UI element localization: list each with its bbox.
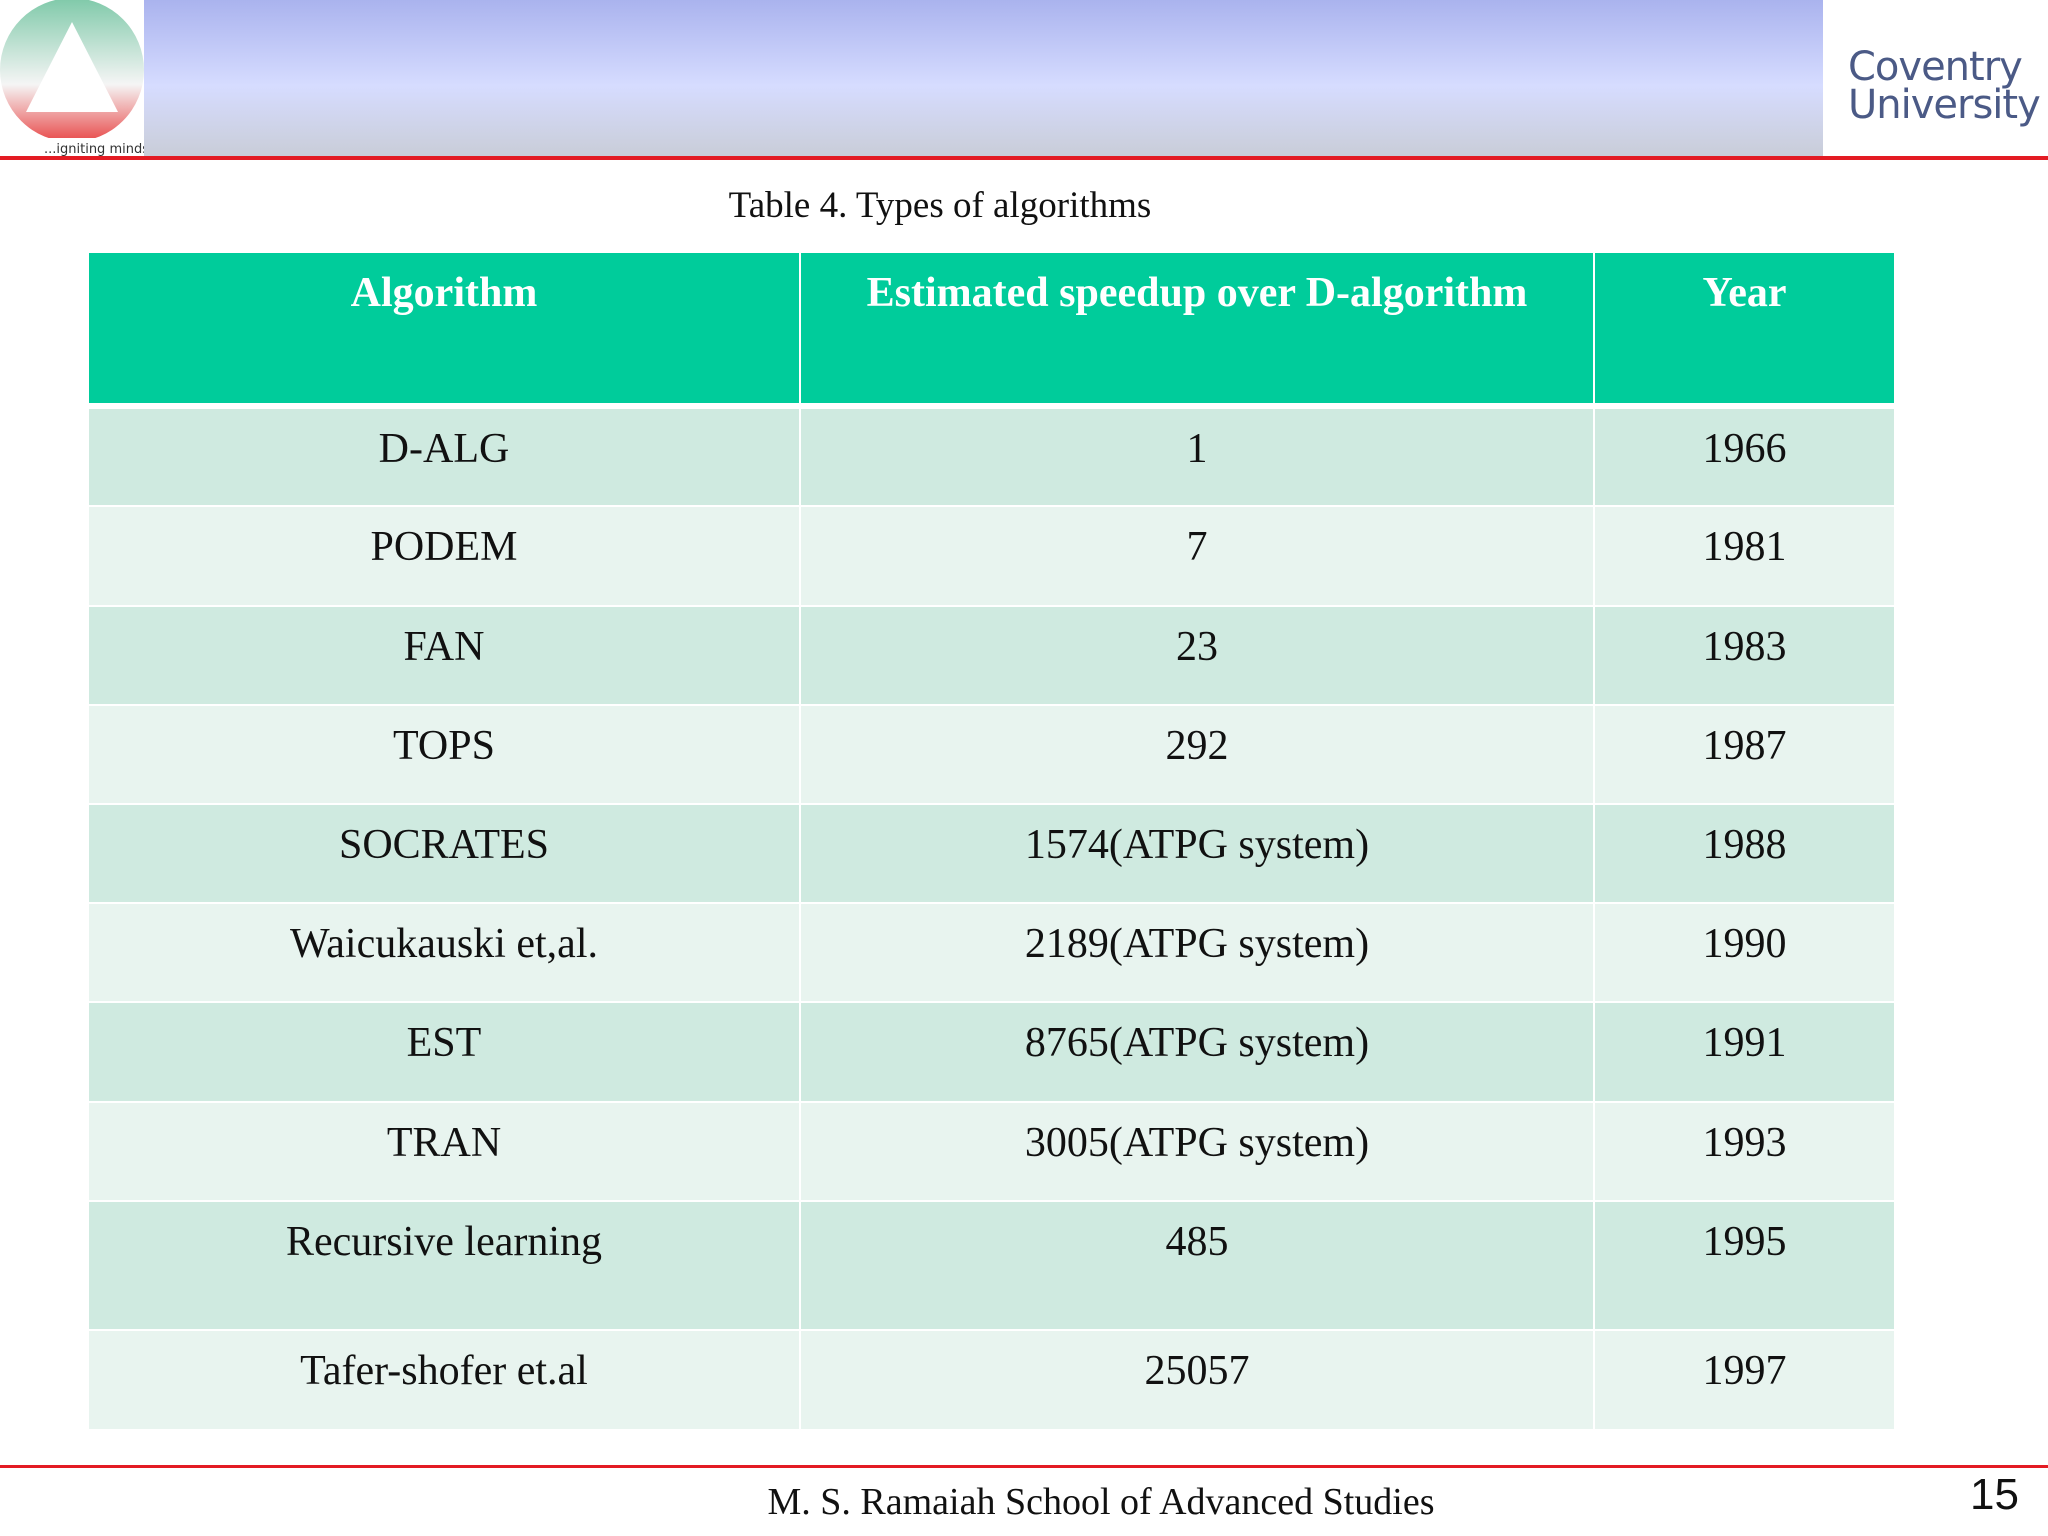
table-cell: 1991 xyxy=(1595,1003,1894,1101)
table-cell: EST xyxy=(89,1003,799,1101)
header-cell: Year xyxy=(1595,253,1894,403)
table-cell: PODEM xyxy=(89,507,799,605)
table-cell: 1990 xyxy=(1595,904,1894,1001)
table-cell: 1987 xyxy=(1595,706,1894,803)
right-logo xyxy=(1823,0,2048,156)
table-cell: 8765(ATPG system) xyxy=(801,1003,1593,1101)
table-cell: 23 xyxy=(801,607,1593,704)
table-cell: Recursive learning xyxy=(89,1202,799,1329)
header-cell: Algorithm xyxy=(89,253,799,403)
table-cell: TRAN xyxy=(89,1103,799,1200)
table-caption: Table 4. Types of algorithms xyxy=(728,185,1152,226)
table-cell: SOCRATES xyxy=(89,805,799,902)
rule xyxy=(0,156,2048,160)
logo-text: ...igniting minds xyxy=(44,142,144,156)
table-cell: 1993 xyxy=(1595,1103,1894,1200)
table-cell: 3005(ATPG system) xyxy=(801,1103,1593,1200)
left-logo: ...igniting minds xyxy=(0,0,144,156)
table-cell: 1981 xyxy=(1595,507,1894,605)
footer-text: M. S. Ramaiah School of Advanced Studies xyxy=(767,1481,1435,1523)
logo-line: Coventry xyxy=(1848,44,2023,90)
table-cell: 1 xyxy=(801,409,1593,505)
header-band xyxy=(144,0,1823,156)
table-cell: Tafer-shofer et.al xyxy=(89,1331,799,1429)
logo-line: University xyxy=(1848,82,2041,128)
table-cell: 1997 xyxy=(1595,1331,1894,1429)
table-cell: 1966 xyxy=(1595,409,1894,505)
table-cell: 1983 xyxy=(1595,607,1894,704)
table-cell: 292 xyxy=(801,706,1593,803)
table-cell: TOPS xyxy=(89,706,799,803)
table-cell: FAN xyxy=(89,607,799,704)
header-cell: Estimated speedup over D-algorithm xyxy=(801,253,1593,403)
table-cell: 1988 xyxy=(1595,805,1894,902)
university-name: Coventry University xyxy=(1848,44,2041,128)
rule xyxy=(0,1465,2048,1468)
table-cell: 7 xyxy=(801,507,1593,605)
table-cell: Waicukauski et,al. xyxy=(89,904,799,1001)
table-cell: 2189(ATPG system) xyxy=(801,904,1593,1001)
table-cell: 1574(ATPG system) xyxy=(801,805,1593,902)
table-cell: 25057 xyxy=(801,1331,1593,1429)
table-cell: 1995 xyxy=(1595,1202,1894,1329)
table-cell: 485 xyxy=(801,1202,1593,1329)
page-number: 15 xyxy=(1970,1470,2019,1519)
table-cell: D-ALG xyxy=(89,409,799,505)
